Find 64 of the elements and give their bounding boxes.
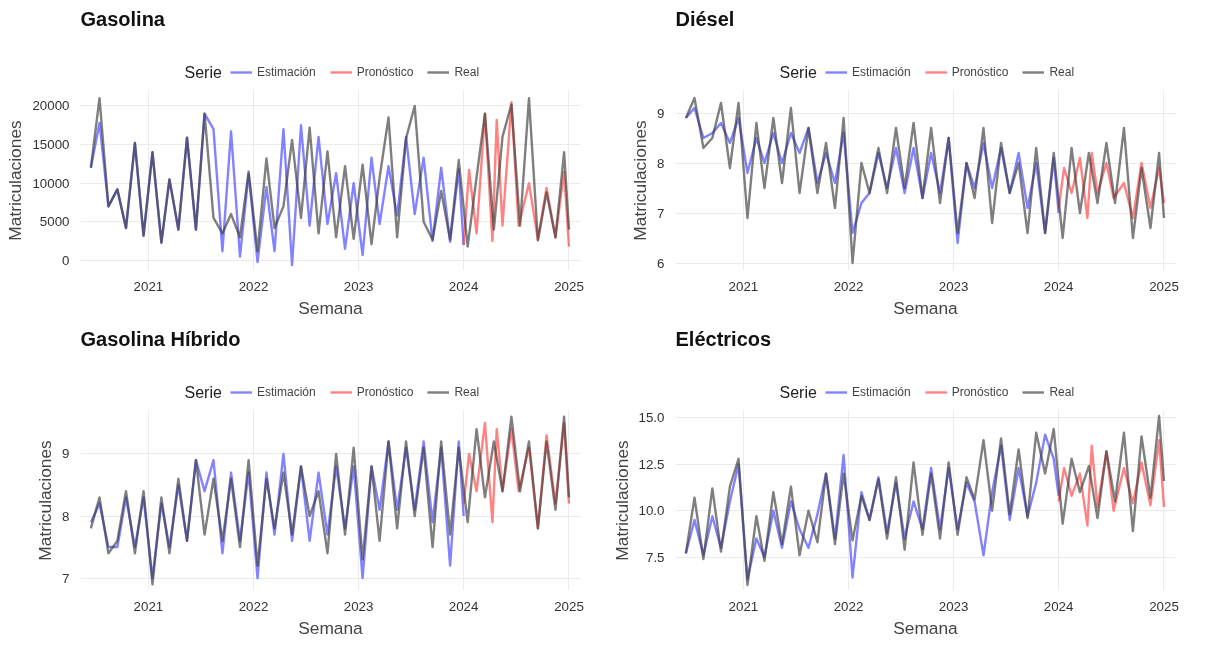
x-axis-title: Semana bbox=[893, 297, 959, 318]
y-tick-label: 6 bbox=[657, 255, 665, 271]
legend-label: Pronóstico bbox=[356, 385, 414, 399]
x-tick-label: 2021 bbox=[133, 598, 164, 614]
legend-title: Serie bbox=[779, 63, 817, 81]
x-tick-label: 2022 bbox=[238, 598, 269, 614]
legend-label: Estimación bbox=[852, 65, 911, 79]
chart-title: Eléctricos bbox=[675, 327, 772, 350]
x-axis-title: Semana bbox=[298, 297, 364, 318]
x-tick-label: 2021 bbox=[133, 278, 164, 294]
y-tick-label: 12.5 bbox=[638, 456, 665, 472]
y-tick-label: 15000 bbox=[32, 137, 70, 153]
legend-label: Real bbox=[1049, 385, 1075, 399]
x-axis-title: Semana bbox=[298, 617, 364, 638]
x-tick-label: 2021 bbox=[728, 598, 759, 614]
y-tick-label: 8 bbox=[62, 508, 70, 524]
y-axis-title: Matriculaciones bbox=[35, 439, 56, 561]
legend-label: Real bbox=[454, 65, 480, 79]
y-tick-label: 15.0 bbox=[638, 410, 665, 426]
y-axis-title: Matriculaciones bbox=[5, 119, 26, 241]
legend-label: Estimación bbox=[257, 65, 316, 79]
y-tick-label: 7 bbox=[657, 205, 665, 221]
x-axis-title: Semana bbox=[893, 617, 959, 638]
legend-label: Estimación bbox=[852, 385, 911, 399]
x-tick-label: 2022 bbox=[238, 278, 269, 294]
x-tick-label: 2021 bbox=[728, 278, 759, 294]
chart-title: Gasolina Híbrido bbox=[80, 327, 241, 350]
x-tick-label: 2024 bbox=[1043, 598, 1075, 614]
y-tick-label: 8 bbox=[657, 155, 665, 171]
legend-label: Real bbox=[1049, 65, 1075, 79]
y-tick-label: 10.0 bbox=[638, 503, 665, 519]
x-tick-label: 2024 bbox=[1043, 278, 1075, 294]
chart-title: Gasolina bbox=[80, 7, 166, 30]
x-tick-label: 2024 bbox=[448, 598, 480, 614]
y-tick-label: 20000 bbox=[32, 98, 70, 114]
x-tick-label: 2022 bbox=[833, 598, 864, 614]
legend-label: Pronóstico bbox=[951, 65, 1009, 79]
legend-label: Pronóstico bbox=[356, 65, 414, 79]
legend-title: Serie bbox=[184, 63, 222, 81]
chart-title: Diésel bbox=[675, 7, 735, 30]
x-tick-label: 2025 bbox=[1149, 598, 1179, 614]
x-tick-label: 2023 bbox=[343, 278, 374, 294]
y-tick-label: 9 bbox=[657, 105, 665, 121]
y-axis-title: Matriculaciones bbox=[630, 119, 651, 241]
legend-label: Pronóstico bbox=[951, 385, 1009, 399]
y-tick-label: 7.5 bbox=[645, 549, 665, 565]
y-tick-label: 7 bbox=[62, 570, 70, 586]
x-tick-label: 2025 bbox=[554, 598, 584, 614]
y-tick-label: 10000 bbox=[32, 175, 70, 191]
legend-label: Estimación bbox=[257, 385, 316, 399]
x-tick-label: 2022 bbox=[833, 278, 864, 294]
x-tick-label: 2025 bbox=[554, 278, 584, 294]
x-tick-label: 2023 bbox=[343, 598, 374, 614]
y-axis-title: Matriculaciones bbox=[611, 439, 632, 561]
y-tick-label: 5000 bbox=[39, 214, 70, 230]
x-tick-label: 2023 bbox=[938, 278, 969, 294]
x-tick-label: 2024 bbox=[448, 278, 480, 294]
legend-title: Serie bbox=[184, 383, 222, 401]
y-tick-label: 9 bbox=[62, 446, 70, 462]
legend-label: Real bbox=[454, 385, 480, 399]
legend-title: Serie bbox=[779, 383, 817, 401]
x-tick-label: 2023 bbox=[938, 598, 969, 614]
x-tick-label: 2025 bbox=[1149, 278, 1179, 294]
y-tick-label: 0 bbox=[62, 252, 70, 268]
